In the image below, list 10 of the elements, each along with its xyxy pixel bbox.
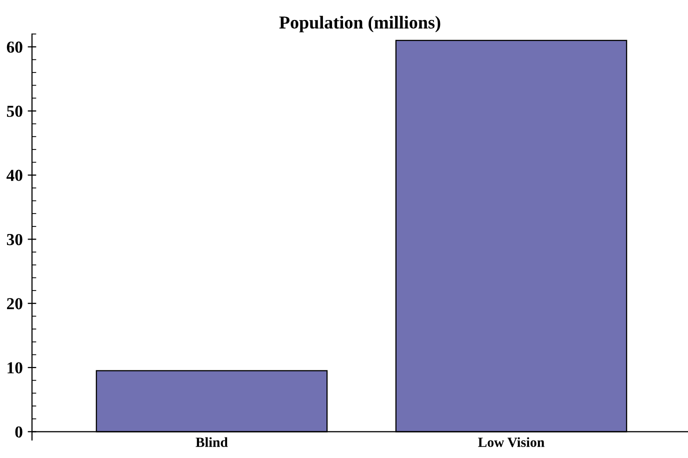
y-tick-label: 20 — [7, 298, 22, 310]
y-tick-label: 10 — [8, 362, 22, 374]
y-tick-label: 60 — [6, 42, 22, 53]
y-tick-label: 50 — [6, 106, 22, 117]
y-tick-label: 40 — [6, 170, 22, 182]
x-tick-label: Low Vision — [478, 437, 544, 448]
y-tick-label: 0 — [15, 426, 22, 438]
y-tick-label: 30 — [6, 234, 22, 246]
chart-title: Population (millions) — [279, 16, 440, 32]
x-tick-label: Blind — [196, 437, 228, 447]
